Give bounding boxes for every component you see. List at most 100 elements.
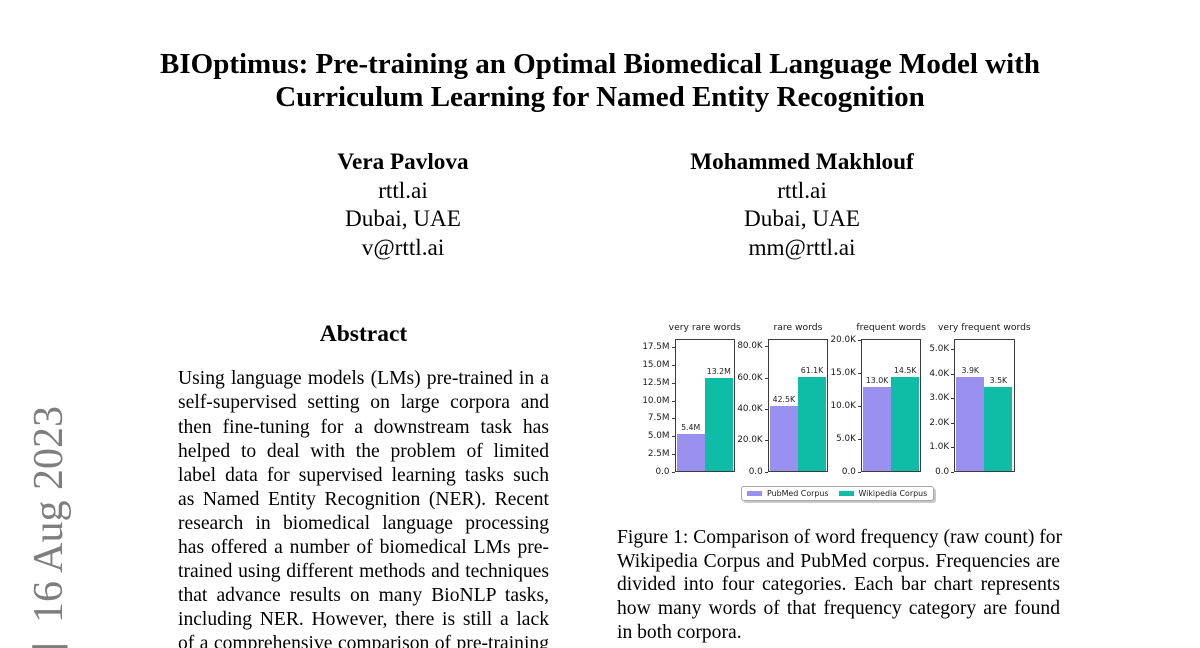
y-tick-label: 20.0K xyxy=(737,435,763,446)
author-1-affiliation: rttl.ai xyxy=(378,177,428,204)
legend-label-pubmed: PubMed Corpus xyxy=(767,489,829,498)
y-tick-mark xyxy=(951,422,955,424)
author-2-location: Dubai, UAE xyxy=(744,206,860,233)
y-tick-mark xyxy=(951,471,955,473)
abstract-line: helped to deal with the problem of limit… xyxy=(178,440,549,462)
y-tick-mark xyxy=(671,365,675,367)
y-tick-label: 12.5M xyxy=(642,377,670,388)
chart-bar xyxy=(863,386,892,472)
y-tick-mark xyxy=(671,347,675,349)
author-1-location: Dubai, UAE xyxy=(345,206,461,233)
author-2-email: mm@rttl.ai xyxy=(748,234,856,261)
y-tick-label: 2.0K xyxy=(929,417,950,428)
y-tick-label: 17.5M xyxy=(642,342,670,353)
y-tick-mark xyxy=(671,400,675,402)
legend-swatch-pubmed xyxy=(747,491,762,496)
y-tick-label: 40.0K xyxy=(737,403,763,414)
y-tick-mark xyxy=(671,382,675,384)
chart-bar xyxy=(891,377,920,472)
y-tick-mark xyxy=(764,377,768,379)
legend-entry-pubmed: PubMed Corpus xyxy=(747,489,829,498)
chart-panel-axes xyxy=(767,339,829,472)
abstract-line: has offered a number of biomedical LMs p… xyxy=(178,537,549,559)
y-tick-mark xyxy=(671,453,675,455)
y-tick-label: 3.0K xyxy=(929,393,950,404)
y-tick-label: 10.0M xyxy=(642,395,670,406)
abstract-heading: Abstract xyxy=(319,321,408,347)
y-tick-label: 7.5M xyxy=(647,413,670,424)
abstract-line: self-supervised setting on large corpora… xyxy=(178,392,549,414)
y-tick-label: 20.0K xyxy=(830,335,856,346)
chart-panel-title: rare words xyxy=(773,322,823,333)
abstract-line: Using language models (LMs) pre-trained … xyxy=(178,368,549,390)
abstract-line: research in biomedical language processi… xyxy=(178,512,549,534)
caption-line: how many words of that frequency categor… xyxy=(617,598,1060,620)
y-tick-label: 0.0 xyxy=(748,466,763,477)
legend-swatch-wikipedia xyxy=(838,491,854,496)
y-tick-mark xyxy=(951,349,955,351)
abstract-line: of a comprehensive comparison of pre-tra… xyxy=(178,633,549,648)
y-tick-label: 0.0 xyxy=(655,466,670,477)
y-tick-mark xyxy=(951,447,955,449)
abstract-line: label data for supervised learning tasks… xyxy=(178,464,549,486)
chart-bar-value-label: 61.1K xyxy=(800,365,824,375)
paper-title-line-2: Curriculum Learning for Named Entity Rec… xyxy=(275,81,925,113)
chart-bar-value-label: 13.2M xyxy=(706,367,731,377)
y-tick-mark xyxy=(857,471,861,473)
y-tick-label: 10.0K xyxy=(830,400,856,411)
y-tick-mark xyxy=(857,373,861,375)
y-tick-label: 15.0M xyxy=(642,360,670,371)
chart-bar xyxy=(956,376,985,472)
figure-caption: Figure 1: Comparison of word frequency (… xyxy=(617,526,1063,646)
chart-bar-value-label: 42.5K xyxy=(772,394,796,404)
y-tick-label: 5.0M xyxy=(647,431,670,442)
y-tick-label: 0.0 xyxy=(841,466,856,477)
chart-bar-value-label: 3.5K xyxy=(989,375,1008,385)
y-tick-mark xyxy=(857,340,861,342)
abstract-line: trained using different methods and tech… xyxy=(178,561,549,583)
chart-bar-value-label: 3.9K xyxy=(961,365,980,375)
legend-label-wikipedia: Wikipedia Corpus xyxy=(858,489,928,498)
y-tick-mark xyxy=(764,440,768,442)
chart-panel-title: very rare words xyxy=(668,322,741,333)
chart-bar-value-label: 14.5K xyxy=(893,366,917,375)
y-tick-mark xyxy=(764,346,768,348)
y-tick-mark xyxy=(951,398,955,400)
author-block-2: Mohammed Makhlouf rttl.ai Dubai, UAE mm@… xyxy=(622,148,982,263)
caption-line: divided into four categories. Each bar c… xyxy=(617,574,1060,596)
caption-line: Figure 1: Comparison of word frequency (… xyxy=(617,526,1063,548)
y-tick-label: 60.0K xyxy=(737,372,763,383)
y-tick-mark xyxy=(764,408,768,410)
legend-entry-wikipedia: Wikipedia Corpus xyxy=(838,489,928,498)
chart-bar xyxy=(769,405,798,472)
chart-legend: PubMed Corpus Wikipedia Corpus xyxy=(741,486,935,501)
abstract-line: as Named Entity Recognition (NER). Recen… xyxy=(178,488,549,510)
author-1-name: Vera Pavlova xyxy=(337,148,469,175)
paper-title-line-1: BIOptimus: Pre-training an Optimal Biome… xyxy=(160,48,1040,81)
abstract-body: Using language models (LMs) pre-trained … xyxy=(178,367,549,648)
caption-line: Wikipedia Corpus and PubMed corpus. Freq… xyxy=(617,550,1060,572)
y-tick-mark xyxy=(671,471,675,473)
chart-panel-axes xyxy=(674,339,735,472)
chart-panel-axes xyxy=(860,339,922,472)
author-2-affiliation: rttl.ai xyxy=(777,177,827,204)
y-tick-label: 1.0K xyxy=(929,442,950,453)
y-tick-label: 0.0 xyxy=(935,466,950,477)
y-tick-mark xyxy=(857,438,861,440)
y-tick-label: 2.5M xyxy=(647,448,670,459)
y-tick-mark xyxy=(764,471,768,473)
author-block-1: Vera Pavlova rttl.ai Dubai, UAE v@rttl.a… xyxy=(223,148,583,263)
chart-bar xyxy=(676,433,705,472)
chart-bar xyxy=(984,386,1013,472)
paper-title: BIOptimus: Pre-training an Optimal Biome… xyxy=(0,48,1200,113)
caption-line: in both corpora. xyxy=(617,622,742,644)
y-tick-mark xyxy=(671,418,675,420)
chart-bar xyxy=(704,378,733,472)
y-tick-label: 5.0K xyxy=(836,433,856,444)
abstract-line: including NER. However, there is still a… xyxy=(178,609,549,631)
y-tick-label: 4.0K xyxy=(929,368,950,379)
abstract-line: that advance results on many BioNLP task… xyxy=(178,585,549,607)
y-tick-label: 80.0K xyxy=(737,341,763,352)
y-tick-label: 15.0K xyxy=(830,368,856,379)
